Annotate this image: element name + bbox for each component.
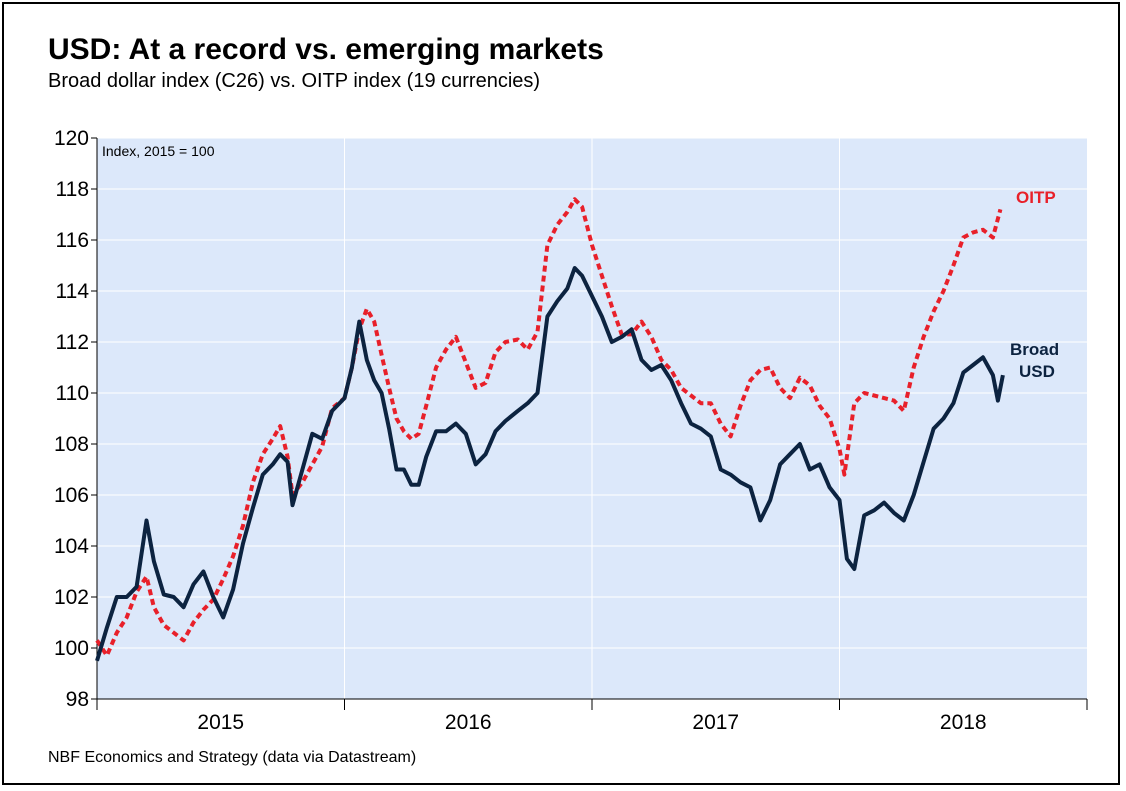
series-line-broad-usd [95, 266, 1005, 662]
unit-note: Index, 2015 = 100 [102, 143, 215, 159]
y-tick-label: 116 [56, 229, 89, 252]
y-tick-label: 102 [54, 586, 89, 609]
y-tick-label: 104 [54, 535, 89, 558]
x-tick-label: 2017 [692, 711, 739, 734]
y-tick-label: 120 [54, 127, 89, 150]
chart-title: USD: At a record vs. emerging markets [48, 33, 604, 66]
x-tick-label: 2015 [197, 711, 244, 734]
x-axis: 2015 2016 2017 2018 [96, 698, 1088, 734]
x-tick-label: 2016 [445, 711, 492, 734]
y-axis: 98 100 102 104 106 108 110 112 114 116 118 120 [54, 127, 98, 711]
series-label-oitp: OITP [1016, 188, 1056, 207]
y-tick-label: 110 [56, 382, 89, 405]
y-tick-label: 118 [56, 178, 89, 201]
series-label-usd: USD [1019, 362, 1055, 381]
series-line-oitp [95, 197, 1003, 658]
y-tick-label: 112 [56, 331, 89, 354]
series-label-broad: Broad [1010, 340, 1059, 359]
y-tick-label: 106 [54, 484, 89, 507]
y-tick-label: 114 [56, 280, 90, 303]
y-tick-label: 108 [54, 433, 89, 456]
source-note: NBF Economics and Strategy (data via Dat… [48, 749, 417, 766]
x-tick-label: 2018 [940, 711, 987, 734]
chart-subtitle: Broad dollar index (C26) vs. OITP index … [48, 70, 541, 92]
series-lines [95, 197, 1005, 662]
y-tick-label: 100 [54, 637, 89, 660]
y-tick-label: 98 [66, 688, 89, 711]
gridlines [97, 137, 1087, 699]
